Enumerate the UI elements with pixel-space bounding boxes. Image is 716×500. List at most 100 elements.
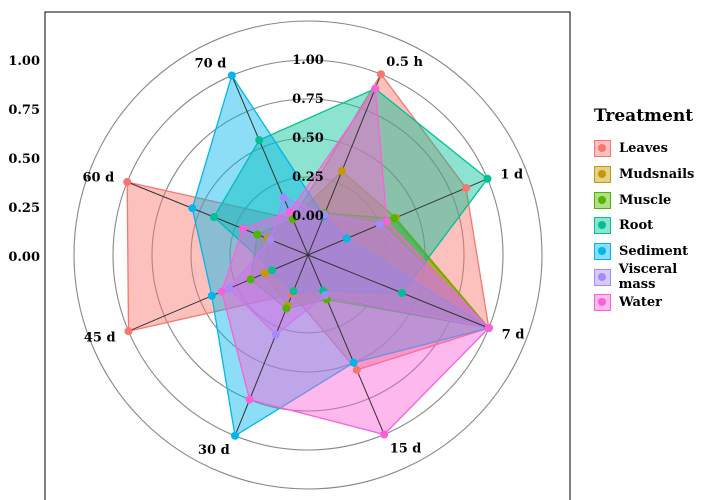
data-point [227,71,236,80]
panel-border [44,11,571,500]
legend-label: Sediment [619,244,689,260]
legend-title: Treatment [594,106,694,126]
data-point [352,365,361,374]
data-point [271,330,280,339]
legend-key [594,294,611,312]
chart-labels: 0.5 h 1 d 7 d 15 d 30 d 45 d 60 d 70 d 0.00 0.25 0… [8,53,524,458]
data-point [390,214,399,223]
legend-items: Leaves Mudsnails Muscle Root Sediment Viscera… [594,136,716,316]
data-point [462,184,470,192]
legend-key [594,217,611,235]
data-point [288,215,297,224]
axis-tick-label: 0.75 [8,103,40,118]
legend-item: Visceral mass [594,262,716,293]
legend-item: Water [594,290,716,316]
grid-circle-outer [73,20,543,490]
radial-tick-label: 1.00 [292,53,324,68]
legend-dot [598,221,606,230]
data-point [383,217,391,226]
data-point [245,395,254,404]
legend-label: Muscle [619,192,672,208]
radial-tick-label: 0.50 [292,131,324,146]
legend-key [594,191,611,209]
category-label: 15 d [390,441,422,456]
data-point [483,174,492,183]
legend-dot [598,272,606,281]
data-point [123,178,132,186]
data-point [210,213,218,221]
data-point [238,224,247,233]
data-point [289,287,298,296]
data-point [398,289,406,297]
category-label: 1 d [500,167,523,182]
legend-dot [598,144,606,153]
category-label: 30 d [198,443,230,458]
data-point [253,230,262,239]
legend-item: Muscle [594,187,716,213]
data-point [320,210,329,219]
axis-tick-label: 0.00 [8,250,40,265]
data-point [231,431,239,440]
grid-circle-3 [151,98,465,412]
legend-item: Leaves [594,136,716,162]
category-label: 0.5 h [386,55,423,70]
legend-key [594,166,611,184]
spoke-7 [231,75,309,256]
data-point [207,291,216,300]
axis-tick-label: 1.00 [8,54,40,69]
data-point [380,430,389,439]
data-point [266,235,275,244]
data-point [282,304,291,313]
spoke-4 [234,254,309,436]
legend-label: Visceral mass [618,262,678,293]
legend-item: Sediment [594,239,716,265]
data-point [279,193,288,202]
radar-grid [44,11,571,500]
data-point [321,291,330,300]
data-point [124,327,133,336]
legend-dot [598,170,606,179]
spoke-0 [307,74,382,256]
data-point [342,234,351,243]
series-points [123,70,493,440]
axis-tick-label: 0.25 [8,201,40,216]
legend-label: Root [619,218,654,234]
data-point [285,207,294,216]
data-point [349,358,358,367]
data-point [217,287,226,296]
legend-label: Leaves [619,141,668,157]
legend-label: Water [619,295,663,311]
grid-circle-1 [229,176,387,334]
legend-item: Mudsnails [594,162,716,188]
legend: Treatment Leaves Mudsnails Muscle Root Sedim… [594,106,716,316]
legend-label: Mudsnails [619,167,695,183]
legend-dot [598,247,606,256]
legend-key [594,140,611,158]
legend-dot [598,298,606,307]
legend-dot [598,195,606,204]
data-point [337,167,346,176]
data-point [255,136,264,145]
data-point [260,269,269,278]
legend-key [594,243,611,261]
data-point [188,204,197,213]
axis-tick-label: 0.50 [8,152,40,167]
data-point [375,220,384,229]
category-label: 45 d [84,331,116,346]
radial-tick-label: 0.25 [292,170,324,185]
data-point [268,266,277,275]
legend-item: Root [594,213,716,239]
category-label: 7 d [502,327,525,342]
legend-key [594,268,611,286]
data-point [377,70,385,79]
data-point [246,275,255,284]
data-point [484,324,493,332]
category-label: 60 d [82,171,114,186]
spoke-3 [307,254,385,435]
grid-circle-4 [112,59,504,451]
radial-tick-label: 0.00 [292,209,324,224]
category-label: 70 d [195,57,227,72]
radial-tick-label: 0.75 [292,92,324,107]
data-point [225,284,233,293]
